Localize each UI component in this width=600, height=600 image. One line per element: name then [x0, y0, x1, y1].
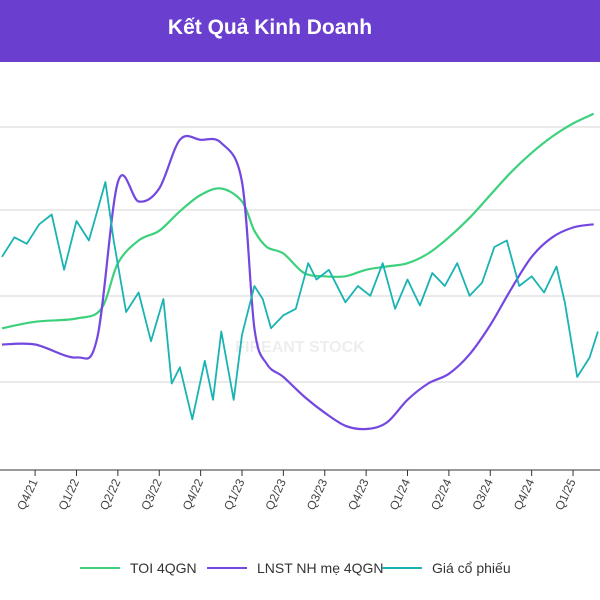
legend-item-toi[interactable]: TOI 4QGN [80, 560, 197, 576]
x-tick-label: Q1/22 [56, 476, 83, 512]
watermark: FIREANT STOCK [235, 339, 365, 356]
chart-legend: TOI 4QGN LNST NH mẹ 4QGN Giá cổ phiếu [0, 560, 600, 584]
legend-swatch-price [382, 567, 422, 569]
x-tick-label: Q4/23 [345, 476, 372, 512]
legend-item-price[interactable]: Giá cổ phiếu [382, 560, 511, 576]
x-tick-label: Q1/24 [387, 476, 414, 512]
series-line-1 [1, 134, 594, 431]
legend-label-lnst: LNST NH mẹ 4QGN [257, 560, 384, 576]
legend-item-lnst[interactable]: LNST NH mẹ 4QGN [207, 560, 384, 576]
x-tick-label: Q2/22 [97, 476, 124, 512]
series-line-2 [1, 181, 599, 421]
chart-header: Kết Quả Kinh Doanh [0, 0, 600, 62]
x-tick-label: Q2/23 [262, 476, 289, 512]
x-tick-label: Q1/25 [552, 476, 579, 512]
x-tick-label: Q4/24 [511, 476, 538, 512]
legend-label-toi: TOI 4QGN [130, 560, 197, 576]
chart-plot: FIREANT STOCKQ3/21Q4/21Q1/22Q2/22Q3/22Q4… [0, 112, 600, 512]
x-tick-label: Q3/23 [304, 476, 331, 512]
chart-title: Kết Quả Kinh Doanh [167, 16, 373, 39]
x-tick-label: Q3/22 [138, 476, 165, 512]
x-tick-label: Q2/24 [428, 476, 455, 512]
x-tick-label: Q4/21 [14, 476, 41, 512]
x-tick-label: Q1/23 [221, 476, 248, 512]
x-tick-label: Q3/24 [469, 476, 496, 512]
legend-swatch-lnst [207, 567, 247, 569]
series-line-0 [1, 112, 595, 330]
x-tick-label: Q4/22 [180, 476, 207, 512]
legend-swatch-toi [80, 567, 120, 569]
legend-label-price: Giá cổ phiếu [432, 560, 511, 576]
